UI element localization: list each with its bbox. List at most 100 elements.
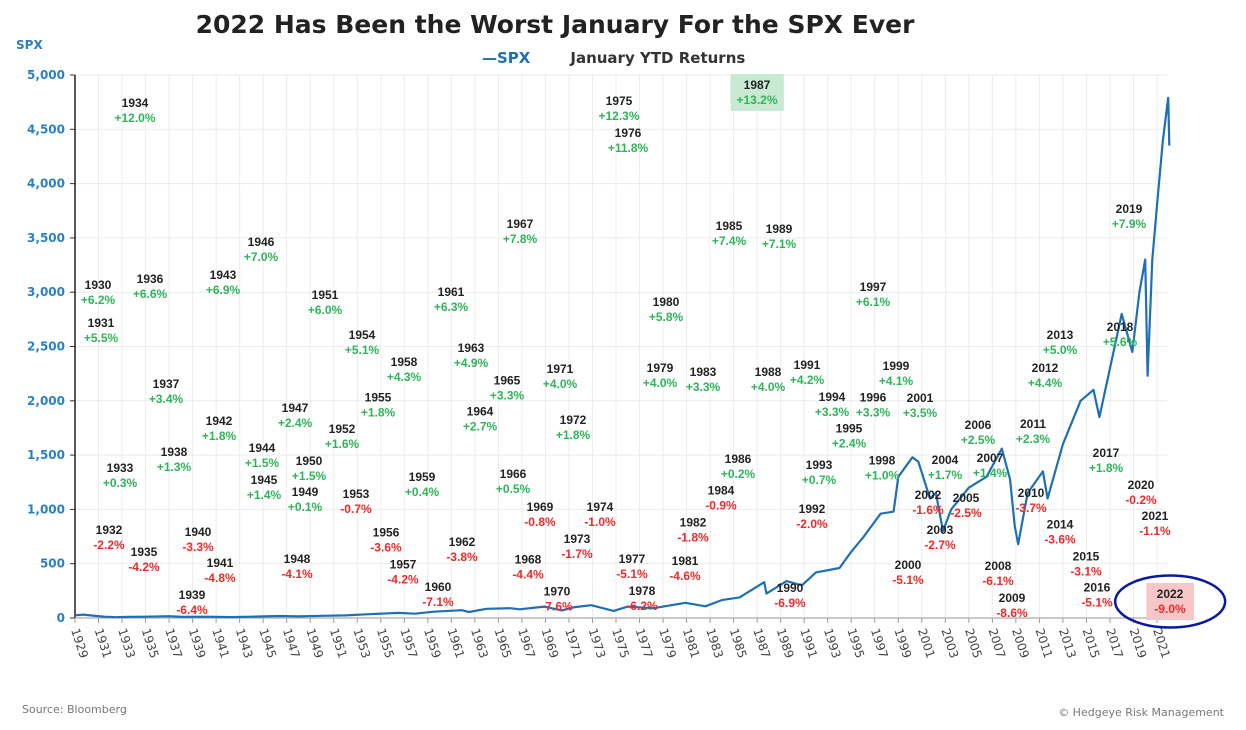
annotation-return-1955: +1.8% xyxy=(361,405,396,419)
annotation-return-2005: -2.5% xyxy=(950,506,982,520)
annotation-2012: 2012+4.4% xyxy=(1028,361,1063,390)
annotation-return-1963: +4.9% xyxy=(454,356,489,370)
annotation-1953: 1953-0.7% xyxy=(340,487,372,516)
annotation-year-1945: 1945 xyxy=(251,473,278,487)
annotation-year-1942: 1942 xyxy=(206,414,233,428)
annotation-year-1974: 1974 xyxy=(587,500,614,514)
annotation-2003: 2003-2.7% xyxy=(924,523,956,552)
annotation-return-2007: +1.4% xyxy=(973,466,1008,480)
annotation-1979: 1979+4.0% xyxy=(643,361,678,390)
x-tick-label: 1933 xyxy=(115,627,138,660)
x-tick-label: 1955 xyxy=(374,627,397,660)
annotation-year-1959: 1959 xyxy=(409,470,436,484)
annotation-year-1961: 1961 xyxy=(438,285,465,299)
annotation-year-1954: 1954 xyxy=(349,328,376,342)
annotation-1951: 1951+6.0% xyxy=(308,288,343,317)
annotation-year-1937: 1937 xyxy=(153,377,180,391)
annotation-return-1968: -4.4% xyxy=(512,568,544,582)
annotation-year-1943: 1943 xyxy=(210,268,237,282)
x-tick-label: 1937 xyxy=(162,627,185,660)
annotation-year-1939: 1939 xyxy=(179,588,206,602)
annotation-year-1982: 1982 xyxy=(680,516,707,530)
annotation-return-2004: +1.7% xyxy=(928,468,963,482)
annotation-year-2021: 2021 xyxy=(1142,509,1169,523)
annotation-return-1981: -4.6% xyxy=(669,569,701,583)
annotation-year-2012: 2012 xyxy=(1032,361,1059,375)
annotation-2016: 2016-5.1% xyxy=(1081,581,1113,610)
annotation-2013: 2013+5.0% xyxy=(1043,328,1078,357)
annotation-return-1974: -1.0% xyxy=(584,515,616,529)
annotation-1988: 1988+4.0% xyxy=(751,365,786,394)
annotation-1972: 1972+1.8% xyxy=(556,413,591,442)
annotation-1952: 1952+1.6% xyxy=(325,422,360,451)
annotation-1998: 1998+1.0% xyxy=(865,454,900,483)
annotation-2010: 2010-3.7% xyxy=(1015,486,1047,515)
annotation-return-1961: +6.3% xyxy=(434,300,469,314)
annotation-return-1991: +4.2% xyxy=(790,373,825,387)
annotation-year-1951: 1951 xyxy=(312,288,339,302)
annotation-year-2018: 2018 xyxy=(1107,320,1134,334)
annotation-2007: 2007+1.4% xyxy=(973,451,1008,480)
annotation-return-1946: +7.0% xyxy=(244,250,279,264)
annotation-1966: 1966+0.5% xyxy=(496,467,531,496)
annotation-year-1997: 1997 xyxy=(860,280,887,294)
annotation-2004: 2004+1.7% xyxy=(928,453,963,482)
x-tick-label: 2021 xyxy=(1150,627,1173,660)
annotation-year-2004: 2004 xyxy=(932,453,959,467)
annotation-year-1963: 1963 xyxy=(458,341,485,355)
annotation-return-1944: +1.5% xyxy=(245,456,280,470)
annotation-return-1959: +0.4% xyxy=(405,485,440,499)
annotation-1945: 1945+1.4% xyxy=(247,473,282,502)
annotation-year-1948: 1948 xyxy=(284,552,311,566)
source-note: Source: Bloomberg xyxy=(22,703,127,716)
annotation-year-2010: 2010 xyxy=(1018,486,1045,500)
annotation-year-1970: 1970 xyxy=(544,585,571,599)
annotation-return-1936: +6.6% xyxy=(133,287,168,301)
annotation-2006: 2006+2.5% xyxy=(961,418,996,447)
annotation-year-1979: 1979 xyxy=(647,361,674,375)
copyright-note: © Hedgeye Risk Management xyxy=(1058,706,1224,719)
annotation-return-1948: -4.1% xyxy=(281,567,313,581)
annotation-1940: 1940-3.3% xyxy=(182,525,214,554)
annotation-return-1978: -6.2% xyxy=(626,599,658,613)
annotation-return-1942: +1.8% xyxy=(202,429,237,443)
annotation-return-2022: -9.0% xyxy=(1154,602,1186,616)
annotation-return-1965: +3.3% xyxy=(490,388,525,402)
annotation-2000: 2000-5.1% xyxy=(892,558,924,587)
annotation-1954: 1954+5.1% xyxy=(345,328,380,357)
annotation-2011: 2011+2.3% xyxy=(1016,417,1051,446)
annotation-year-1971: 1971 xyxy=(547,362,574,376)
annotation-return-1999: +4.1% xyxy=(879,374,914,388)
annotation-return-2013: +5.0% xyxy=(1043,343,1078,357)
annotation-return-2019: +7.9% xyxy=(1112,217,1147,231)
annotation-year-2009: 2009 xyxy=(999,591,1026,605)
annotation-1995: 1995+2.4% xyxy=(832,422,867,451)
annotation-return-1980: +5.8% xyxy=(649,310,684,324)
annotation-1991: 1991+4.2% xyxy=(790,358,825,387)
annotation-1933: 1933+0.3% xyxy=(103,461,138,490)
annotation-1977: 1977-5.1% xyxy=(616,552,648,581)
annotation-1973: 1973-1.7% xyxy=(561,532,593,561)
annotation-1985: 1985+7.4% xyxy=(712,219,747,248)
annotation-return-1957: -4.2% xyxy=(387,573,419,587)
annotation-year-1949: 1949 xyxy=(292,485,319,499)
x-tick-label: 1945 xyxy=(256,627,279,660)
annotation-return-2014: -3.6% xyxy=(1044,532,1076,546)
annotation-2020: 2020-0.2% xyxy=(1125,478,1157,507)
annotation-year-1985: 1985 xyxy=(716,219,743,233)
annotation-year-1975: 1975 xyxy=(606,94,633,108)
annotation-year-1986: 1986 xyxy=(725,452,752,466)
annotation-return-1939: -6.4% xyxy=(176,603,208,617)
x-tick-label: 1947 xyxy=(280,627,303,660)
annotation-1935: 1935-4.2% xyxy=(128,545,160,574)
annotation-year-1952: 1952 xyxy=(329,422,356,436)
annotation-return-1994: +3.3% xyxy=(815,405,850,419)
annotation-1936: 1936+6.6% xyxy=(133,272,168,301)
annotation-return-1995: +2.4% xyxy=(832,437,867,451)
annotation-year-2006: 2006 xyxy=(965,418,992,432)
annotation-return-1930: +6.2% xyxy=(81,293,116,307)
annotation-1975: 1975+12.3% xyxy=(598,94,639,123)
annotation-return-1950: +1.5% xyxy=(292,469,327,483)
annotation-year-1962: 1962 xyxy=(449,535,476,549)
annotation-year-2020: 2020 xyxy=(1128,478,1155,492)
